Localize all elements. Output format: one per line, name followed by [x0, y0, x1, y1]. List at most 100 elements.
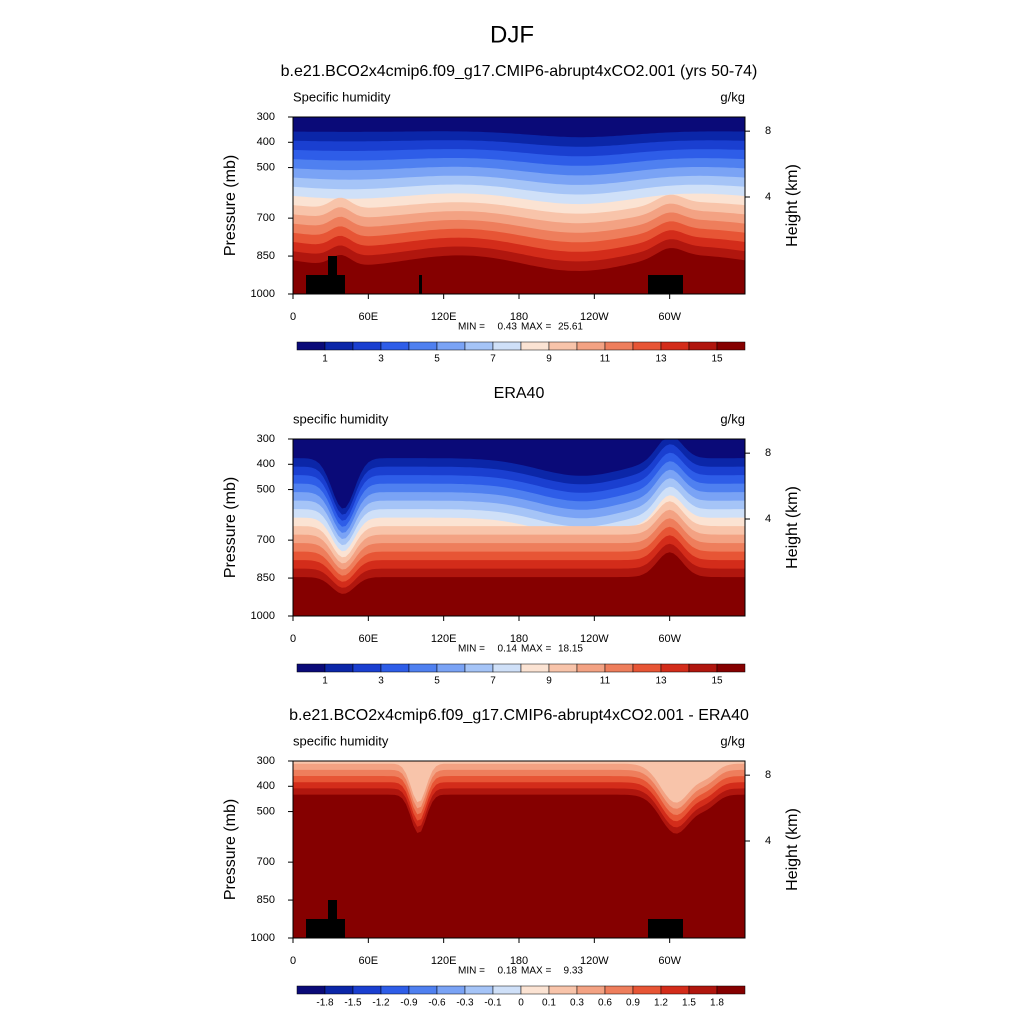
panel: b.e21.BCO2x4cmip6.f09_g17.CMIP6-abrupt4x… [222, 63, 801, 364]
y-tick-label: 400 [257, 780, 275, 792]
colorbar-label: 5 [434, 676, 440, 687]
min-value: 0.43 [498, 322, 518, 333]
colorbar-box [492, 663, 522, 673]
y-tick-label: 400 [257, 136, 275, 148]
colorbar-box [688, 663, 718, 673]
max-value: 25.61 [558, 322, 583, 333]
x-tick-label: 120E [431, 311, 457, 323]
colorbar-box [408, 341, 438, 351]
x-tick-label: 0 [290, 633, 296, 645]
x-tick-label: 120W [580, 311, 609, 323]
left-label: Specific humidity [293, 89, 391, 104]
y2-tick-label: 4 [765, 513, 771, 525]
colorbar-label: 9 [546, 354, 552, 365]
left-label: specific humidity [293, 411, 389, 426]
x-tick-label: 120W [580, 955, 609, 967]
y-axis-label: Pressure (mb) [222, 155, 239, 256]
y-tick-label: 500 [257, 805, 275, 817]
colorbar-label: -0.9 [400, 998, 418, 1009]
colorbar-box [380, 663, 410, 673]
colorbar-box [296, 985, 326, 995]
colorbar-label: 1 [322, 354, 328, 365]
colorbar-box [716, 985, 746, 995]
colorbar-label: 15 [711, 354, 723, 365]
y-tick-label: 400 [257, 458, 275, 470]
x-tick-label: 120W [580, 633, 609, 645]
min-value: 0.14 [498, 644, 518, 655]
x-tick-label: 120E [431, 633, 457, 645]
colorbar-box [520, 985, 550, 995]
colorbar-box [660, 985, 690, 995]
topography [648, 919, 683, 938]
colorbar-box [324, 985, 354, 995]
colorbar-box [632, 341, 662, 351]
colorbar-label: -1.2 [372, 998, 390, 1009]
colorbar-label: 11 [600, 354, 611, 365]
colorbar-box [436, 985, 466, 995]
colorbar-box [520, 663, 550, 673]
colorbar-box [352, 985, 382, 995]
colorbar-box [716, 663, 746, 673]
right-label: g/kg [720, 411, 745, 426]
y-tick-label: 500 [257, 483, 275, 495]
left-label: specific humidity [293, 733, 389, 748]
min-label: MIN = [458, 322, 485, 333]
colorbar-box [548, 341, 578, 351]
colorbar-label: 3 [378, 354, 384, 365]
colorbar-box [632, 985, 662, 995]
y2-axis-label: Height (km) [784, 808, 801, 891]
colorbar-label: 1.8 [710, 998, 724, 1009]
y2-axis-label: Height (km) [784, 164, 801, 247]
colorbar-label: -0.1 [484, 998, 502, 1009]
y2-tick-label: 4 [765, 835, 771, 847]
contour-band [293, 794, 745, 938]
colorbar-label: 13 [655, 676, 667, 687]
x-tick-label: 60W [658, 955, 681, 967]
colorbar-label: 1 [322, 676, 328, 687]
colorbar-box [576, 663, 606, 673]
colorbar-label: -1.8 [316, 998, 334, 1009]
y-tick-label: 700 [257, 212, 275, 224]
max-label: MAX = [521, 966, 551, 977]
right-label: g/kg [720, 733, 745, 748]
colorbar-box [380, 341, 410, 351]
y-axis-label: Pressure (mb) [222, 477, 239, 578]
x-tick-label: 60W [658, 633, 681, 645]
x-tick-label: 60E [359, 955, 379, 967]
y-tick-label: 1000 [251, 288, 275, 300]
colorbar-box [492, 341, 522, 351]
x-tick-label: 120E [431, 955, 457, 967]
colorbar-box [660, 663, 690, 673]
colorbar-box [604, 985, 634, 995]
topography [306, 275, 345, 294]
x-tick-label: 180 [510, 955, 528, 967]
y-tick-label: 850 [257, 894, 275, 906]
colorbar-box [688, 341, 718, 351]
colorbar-box [352, 663, 382, 673]
figure-title: DJF [490, 21, 534, 48]
topography [328, 900, 337, 919]
x-tick-label: 0 [290, 955, 296, 967]
colorbar-box [464, 985, 494, 995]
min-value: 0.18 [498, 966, 518, 977]
x-tick-label: 60E [359, 633, 379, 645]
colorbar-label: 7 [490, 354, 496, 365]
max-label: MAX = [521, 322, 551, 333]
colorbar-label: 0.1 [542, 998, 556, 1009]
panel-title: b.e21.BCO2x4cmip6.f09_g17.CMIP6-abrupt4x… [281, 63, 758, 80]
topography [648, 275, 683, 294]
y2-tick-label: 8 [765, 769, 771, 781]
colorbar-box [324, 663, 354, 673]
colorbar-label: 9 [546, 676, 552, 687]
y-tick-label: 1000 [251, 932, 275, 944]
panel-title: b.e21.BCO2x4cmip6.f09_g17.CMIP6-abrupt4x… [289, 707, 749, 724]
y2-tick-label: 4 [765, 191, 771, 203]
colorbar-box [604, 663, 634, 673]
colorbar-box [576, 341, 606, 351]
x-tick-label: 60W [658, 311, 681, 323]
x-tick-label: 180 [510, 633, 528, 645]
colorbar-label: 5 [434, 354, 440, 365]
y-tick-label: 500 [257, 161, 275, 173]
min-label: MIN = [458, 966, 485, 977]
